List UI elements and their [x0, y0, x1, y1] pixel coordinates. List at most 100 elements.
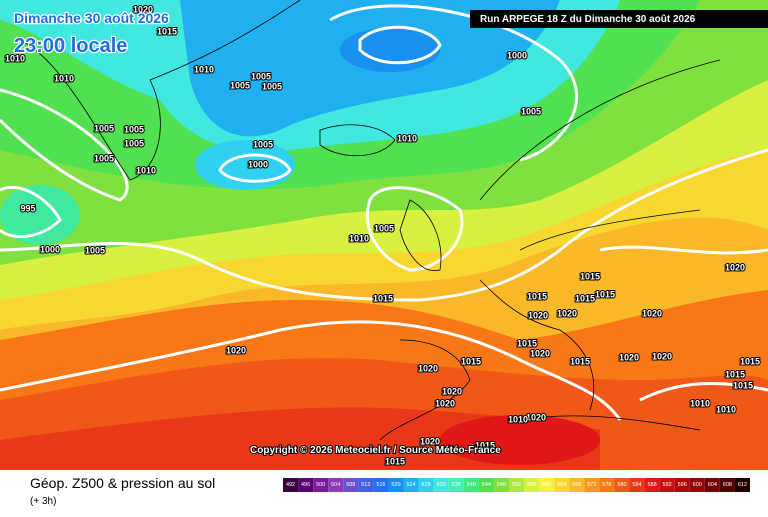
- scale-label: 552: [512, 482, 521, 488]
- isobar-label: 1005: [374, 223, 394, 233]
- color-cell: [403, 478, 419, 492]
- scale-label: 612: [738, 482, 747, 488]
- color-cell: [283, 478, 299, 492]
- color-cell: [584, 478, 600, 492]
- isobar-label: 1020: [530, 348, 550, 358]
- color-cell: [614, 478, 630, 492]
- color-cell: [554, 478, 570, 492]
- scale-label: 524: [406, 482, 415, 488]
- scale-label: 540: [467, 482, 476, 488]
- isobar-label: 1015: [740, 356, 760, 366]
- color-cell: [569, 478, 585, 492]
- isobar-label: 1020: [418, 363, 438, 373]
- color-cell: [704, 478, 720, 492]
- isobar-label: 1010: [5, 53, 25, 63]
- scale-label: 548: [497, 482, 506, 488]
- color-cell: [493, 478, 509, 492]
- color-cell: [599, 478, 615, 492]
- scale-label: 520: [391, 482, 400, 488]
- isobar-label: 1010: [716, 404, 736, 414]
- scale-label: 608: [723, 482, 732, 488]
- scale-label: 512: [361, 482, 370, 488]
- isobar-label: 1015: [461, 356, 481, 366]
- isobar-label: 1020: [435, 398, 455, 408]
- field: [0, 0, 768, 470]
- scale-label: 516: [376, 482, 385, 488]
- isobar-label: 1005: [253, 139, 273, 149]
- scale-label: 580: [617, 482, 626, 488]
- color-cell: [659, 478, 675, 492]
- isobar-label: 1005: [94, 153, 114, 163]
- color-cell: [328, 478, 344, 492]
- color-cell: [644, 478, 660, 492]
- color-cell: [689, 478, 705, 492]
- isobar-label: 1020: [642, 308, 662, 318]
- color-cell: [539, 478, 555, 492]
- run-box: [470, 10, 768, 28]
- scale-label: 584: [632, 482, 641, 488]
- color-cell: [524, 478, 540, 492]
- isobar-label: 1010: [349, 233, 369, 243]
- time: 23:00 locale: [14, 35, 127, 57]
- scale-label: 588: [647, 482, 656, 488]
- isobar-label: 1020: [420, 436, 440, 446]
- color-cell: [508, 478, 525, 492]
- isobar-label: 1015: [595, 289, 615, 299]
- isobar-label: 1005: [124, 124, 144, 134]
- scale-label: 592: [663, 482, 672, 488]
- isobar-label: 1015: [575, 293, 595, 303]
- scale-label: 536: [452, 482, 461, 488]
- isobar-label: 1010: [136, 165, 156, 175]
- isobar-label: 1020: [557, 308, 577, 318]
- isobar-label: 1020: [133, 4, 153, 14]
- isobar-label: 1010: [54, 73, 74, 83]
- scale-label: 500: [316, 482, 325, 488]
- isobar-label: 1005: [94, 123, 114, 133]
- color-cell: [388, 478, 404, 492]
- color-cell: [373, 478, 389, 492]
- date: Dimanche 30 août 2026: [14, 10, 169, 26]
- isobar-label: 1015: [580, 271, 600, 281]
- scale-label: 572: [587, 482, 596, 488]
- scale-label: 564: [557, 482, 566, 488]
- isobar-label: 1010: [690, 398, 710, 408]
- isobar-label: 1015: [527, 291, 547, 301]
- color-cell: [433, 478, 449, 492]
- isobar-label: 1005: [251, 71, 271, 81]
- scale-label: 528: [422, 482, 431, 488]
- isobar-label: 1000: [40, 244, 60, 254]
- scale-label: 600: [693, 482, 702, 488]
- isobar-label: 1020: [619, 352, 639, 362]
- color-cell: [358, 478, 374, 492]
- color-cell: [734, 478, 750, 492]
- isobar-lines: [0, 4, 768, 421]
- legend-title: Géop. Z500 & pression au sol: [30, 475, 215, 491]
- scale-label: 596: [678, 482, 687, 488]
- isobar-label: 1015: [570, 356, 590, 366]
- scale-label: 532: [437, 482, 446, 488]
- isobar-label: 1015: [475, 440, 495, 450]
- isobar-label: 1015: [385, 456, 405, 466]
- isobar-label: 1010: [508, 414, 528, 424]
- color-cell: [343, 478, 359, 492]
- scale-label: 560: [542, 482, 551, 488]
- scale-label: 568: [572, 482, 581, 488]
- scale-label: 492: [286, 482, 295, 488]
- color-cell: [448, 478, 464, 492]
- isobar-label: 1020: [725, 262, 745, 272]
- color-cell: [719, 478, 735, 492]
- isobar-label: 1015: [157, 26, 177, 36]
- color-cell: [298, 478, 314, 492]
- isobar-label: 1015: [725, 369, 745, 379]
- isobar-label: 1000: [248, 159, 268, 169]
- scale-label: 508: [346, 482, 355, 488]
- scale-label: 604: [708, 482, 717, 488]
- isobar-label: 1020: [226, 345, 246, 355]
- scale-label: 496: [301, 482, 310, 488]
- isobar-label: 1005: [262, 81, 282, 91]
- isobar-label: 1020: [652, 351, 672, 361]
- color-cell: [418, 478, 434, 492]
- coastlines: [19, 0, 721, 441]
- scale-label: 544: [482, 482, 491, 488]
- scale-label: 576: [602, 482, 611, 488]
